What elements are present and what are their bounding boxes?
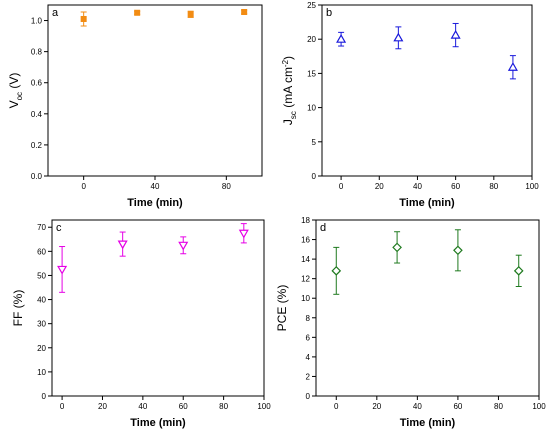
y-tick-label: 15 (307, 69, 316, 78)
plot-frame (321, 4, 533, 177)
y-tick-label: 10 (301, 294, 310, 303)
y-tick-label: 40 (37, 296, 46, 305)
x-tick-label: 0 (60, 402, 65, 411)
x-tick-label: 80 (219, 402, 228, 411)
y-tick-label: 0.0 (31, 172, 43, 181)
data-point (450, 29, 461, 39)
data-point (393, 32, 404, 42)
y-tick-label: 12 (301, 275, 310, 284)
y-tick-label: 6 (306, 333, 311, 342)
x-tick-label: 40 (138, 402, 147, 411)
y-tick-label: 14 (301, 255, 310, 264)
x-tick-label: 80 (222, 182, 231, 191)
y-tick-label: 1.0 (31, 17, 43, 26)
y-tick-label: 50 (37, 271, 46, 280)
x-tick-label: 60 (453, 402, 462, 411)
y-axis-title: PCE (%) (275, 285, 289, 332)
data-point (178, 241, 189, 251)
y-tick-label: 2 (306, 372, 311, 381)
y-axis-title: Voc (V) (7, 73, 24, 109)
x-tick-label: 0 (81, 182, 86, 191)
x-tick-label: 100 (532, 402, 546, 411)
y-tick-label: 0 (312, 172, 317, 181)
data-point (187, 11, 194, 18)
panel-letter: d (320, 222, 326, 234)
y-tick-label: 10 (307, 104, 316, 113)
y-tick-label: 20 (37, 344, 46, 353)
x-tick-label: 20 (372, 402, 381, 411)
plot-frame (315, 219, 540, 397)
panel-c-ff: 0 20 40 60 80 100 0 10 20 30 40 50 60 70 c Time (min) FF… (11, 219, 271, 429)
y-axis-title-part: oc (15, 92, 24, 100)
x-tick-label: 60 (179, 402, 188, 411)
x-tick-label: 20 (98, 402, 107, 411)
y-tick-label: 30 (37, 320, 46, 329)
panel-letter: a (52, 7, 59, 19)
x-tick-label: 80 (489, 182, 498, 191)
y-axis-title: Jsc (mA cm-2) (281, 56, 298, 125)
x-tick-label: 100 (257, 402, 271, 411)
x-tick-label: 0 (339, 182, 344, 191)
data-point (513, 265, 524, 276)
y-tick-label: 4 (306, 353, 311, 362)
x-axis-title: Time (min) (400, 417, 456, 429)
y-tick-label: 10 (37, 368, 46, 377)
x-tick-label: 40 (413, 402, 422, 411)
y-tick-label: 16 (301, 236, 310, 245)
panel-b-jsc: 0 20 40 60 80 100 0 5 10 15 20 25 b Time (min) Jsc (mA… (281, 1, 539, 209)
data-point (392, 242, 402, 253)
y-axis-title-part: FF (%) (11, 290, 25, 327)
y-tick-label: 0.6 (31, 79, 43, 88)
y-axis-title-part: ) (281, 56, 295, 60)
data-point (336, 33, 347, 43)
y-tick-label: 0.8 (31, 48, 43, 57)
data-point (331, 265, 342, 276)
panel-letter: c (56, 222, 62, 234)
y-axis-title-part: PCE (%) (275, 285, 289, 332)
plot-frame (51, 219, 265, 397)
y-axis-title-part: -2 (281, 59, 290, 67)
x-tick-label: 40 (151, 182, 160, 191)
y-tick-label: 18 (301, 216, 310, 225)
y-axis-title-part: sc (289, 111, 298, 119)
y-axis-title-part: (V) (7, 73, 21, 92)
y-axis-title-part: J (281, 119, 295, 125)
y-axis-title: FF (%) (11, 290, 25, 327)
x-tick-label: 40 (413, 182, 422, 191)
y-tick-label: 60 (37, 247, 46, 256)
data-point (57, 265, 68, 275)
plot-frame (47, 4, 263, 177)
y-tick-label: 20 (307, 35, 316, 44)
y-tick-label: 8 (306, 314, 311, 323)
data-point (80, 15, 87, 22)
x-tick-label: 20 (375, 182, 384, 191)
panel-d-pce: 0 20 40 60 80 100 0 2 4 6 8 10 12 14 16 18 d Time (min) PC… (275, 216, 546, 429)
data-point (238, 229, 249, 239)
y-tick-label: 0.4 (31, 110, 43, 119)
y-tick-label: 0 (42, 392, 47, 401)
y-tick-label: 0.2 (31, 141, 43, 150)
y-tick-label: 5 (312, 138, 317, 147)
x-axis-title: Time (min) (130, 417, 186, 429)
data-point (241, 8, 248, 15)
data-point (117, 240, 128, 250)
data-point (134, 9, 141, 16)
x-axis-title: Time (min) (127, 197, 183, 209)
data-point (453, 245, 463, 256)
y-tick-label: 0 (306, 392, 311, 401)
panel-a-vo-c: 0 40 80 0.0 0.2 0.4 0.6 0.8 1.0 a Time (min) Voc (V… (7, 4, 263, 209)
x-tick-label: 0 (334, 402, 339, 411)
y-axis-title-part: (mA cm (281, 67, 295, 111)
x-tick-label: 80 (494, 402, 503, 411)
data-point (507, 62, 518, 71)
y-tick-label: 70 (37, 223, 46, 232)
y-tick-label: 25 (307, 1, 316, 10)
panel-letter: b (326, 7, 332, 19)
y-axis-title-part: V (7, 100, 21, 108)
x-axis-title: Time (min) (399, 197, 455, 209)
x-tick-label: 100 (525, 182, 539, 191)
x-tick-label: 60 (451, 182, 460, 191)
